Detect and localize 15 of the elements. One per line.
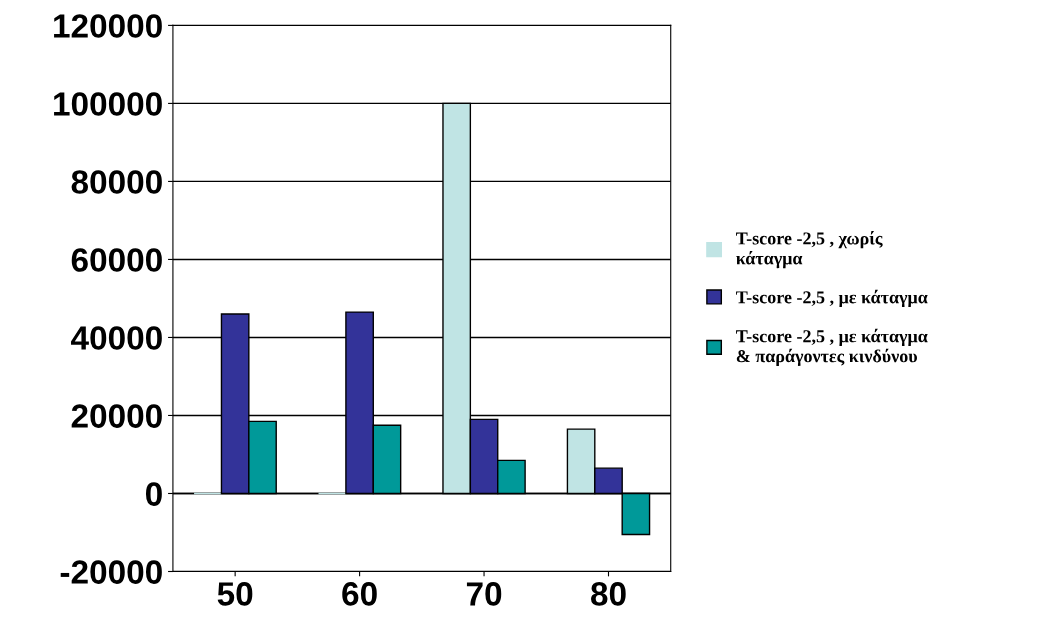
x-tick-label: 70 bbox=[466, 582, 502, 606]
y-tick-label: 100000 bbox=[54, 92, 162, 116]
x-tick-label: 50 bbox=[217, 582, 253, 606]
y-tick-label: 120000 bbox=[54, 14, 162, 38]
y-tick-label: 40000 bbox=[71, 326, 162, 350]
x-tick-label: 60 bbox=[342, 582, 377, 606]
x-tick-label: 80 bbox=[591, 582, 626, 606]
y-tick-label: 0 bbox=[145, 482, 162, 506]
y-tick-label: -20000 bbox=[60, 560, 162, 584]
legend-label: T-score -2,5 , με κάταγμα bbox=[736, 289, 928, 308]
y-tick-label: 60000 bbox=[71, 248, 162, 272]
y-tick-label: 80000 bbox=[71, 170, 162, 194]
legend-label: T-score -2,5 , χωρίς κάταγμα bbox=[736, 230, 883, 269]
legend-label: T-score -2,5 , με κάταγμα & παράγοντες κινδύνου bbox=[736, 328, 928, 366]
y-tick-label: 20000 bbox=[71, 404, 162, 428]
